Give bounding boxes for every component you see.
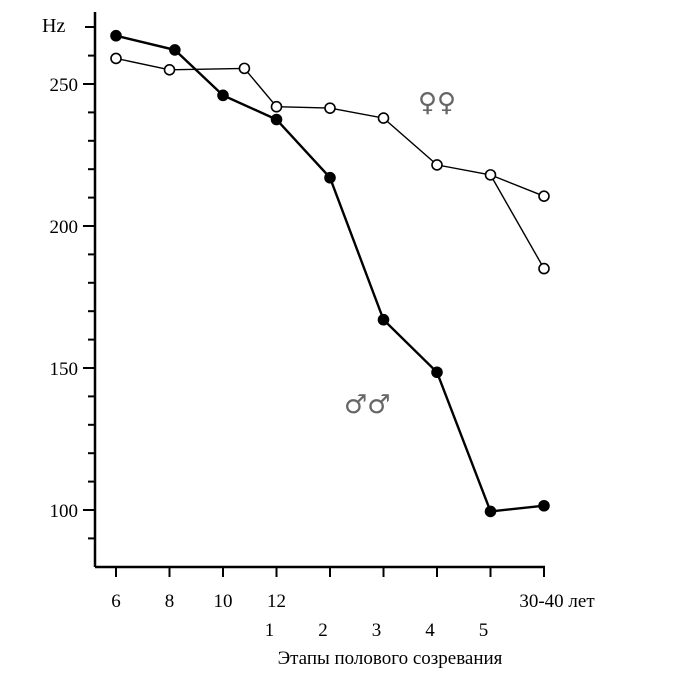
data-point-male (431, 366, 443, 379)
x-axis-label: Этапы полового созревания (278, 648, 503, 669)
y-unit-label: Hz (42, 15, 65, 37)
x-tick-age-label: 10 (214, 591, 233, 612)
data-point-male (484, 505, 497, 518)
data-point-female (538, 190, 550, 202)
data-point-female (538, 262, 550, 275)
y-tick-label: 250 (50, 75, 79, 96)
data-point-male (110, 29, 122, 42)
x-tick-stage-label: 4 (425, 620, 435, 641)
data-point-female (163, 64, 176, 76)
legend-female-symbol: ♀♀ (418, 88, 456, 118)
y-tick-label: 200 (50, 217, 79, 238)
data-point-female (324, 102, 336, 114)
data-point-male (217, 89, 229, 102)
data-point-male (169, 44, 181, 56)
data-point-male (270, 113, 283, 126)
data-point-male (538, 499, 550, 512)
data-point-female (377, 112, 390, 124)
data-point-female (431, 159, 443, 171)
x-tick-stage-label: 2 (318, 620, 328, 641)
x-tick-age-label: 8 (165, 591, 175, 612)
x-tick-stage-label: 1 (265, 620, 275, 641)
x-tick-age-label: 12 (267, 591, 286, 612)
y-tick-label: 150 (50, 359, 79, 380)
data-point-female (110, 52, 122, 65)
legend-male-symbol: ♂♂ (344, 390, 391, 420)
data-point-male (324, 171, 336, 184)
data-point-male (377, 313, 390, 326)
x-tick-age-label: 6 (111, 591, 121, 612)
data-point-female (238, 62, 251, 75)
x-tick-stage-label: 5 (479, 620, 489, 641)
x-tick-adult: 30-40 лет (519, 591, 595, 612)
series-layer (110, 29, 550, 518)
data-point-female (484, 169, 497, 181)
data-point-female (270, 100, 283, 113)
x-tick-stage-label: 3 (372, 620, 382, 641)
series-line-female (489, 174, 545, 269)
y-tick-label: 100 (50, 501, 79, 522)
